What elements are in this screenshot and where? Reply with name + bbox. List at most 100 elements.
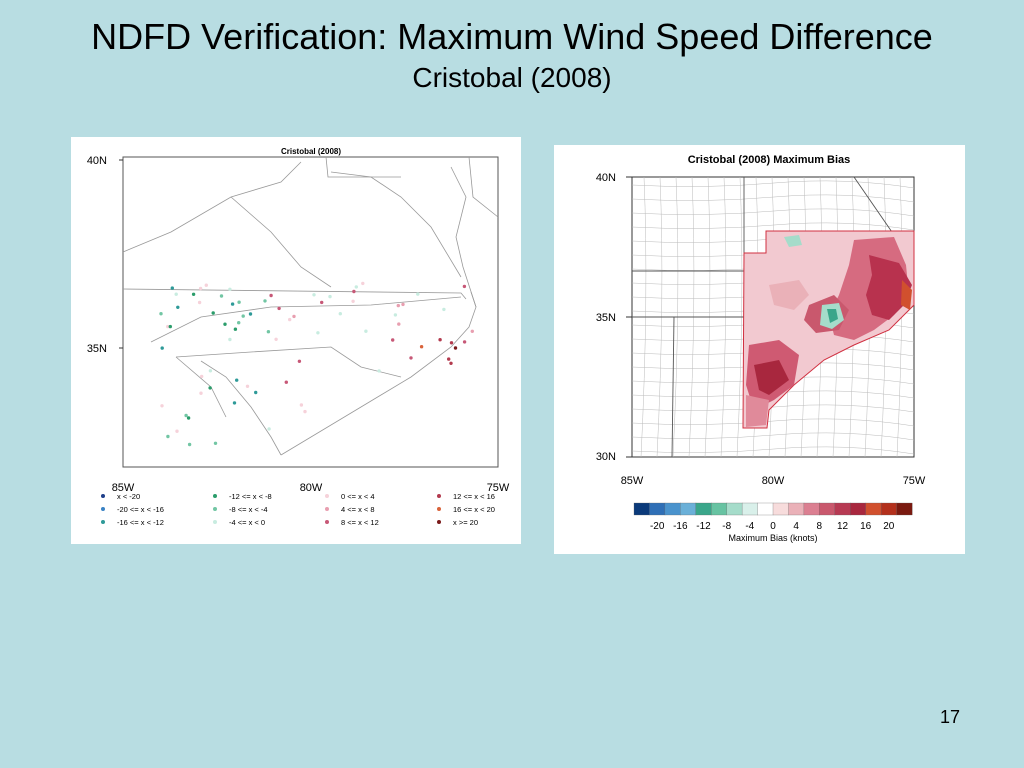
bias-map: Cristobal (2008) Maximum Bias xyxy=(596,154,926,543)
station-map-legend: x < -20 -20 <= x < -16 -16 <= x < -12 -12 <… xyxy=(101,492,495,527)
station-point xyxy=(160,404,164,408)
bias-lon-85w: 85W xyxy=(621,475,644,487)
legend-dot xyxy=(325,494,329,498)
legend-label: -4 <= x < 0 xyxy=(229,518,265,527)
station-point xyxy=(462,340,467,344)
county-line xyxy=(631,194,915,203)
station-point xyxy=(361,281,365,286)
legend-dot xyxy=(213,494,217,498)
legend-dot xyxy=(101,520,105,524)
legend-dot xyxy=(213,520,217,524)
station-point xyxy=(364,329,368,333)
colorbar-tick-labels: -20 -16 -12 -8 -4 0 4 8 12 16 20 xyxy=(650,521,895,532)
legend-dot xyxy=(101,507,105,511)
county-line xyxy=(631,404,915,413)
colorbar-tick-label: 12 xyxy=(837,521,849,532)
station-point xyxy=(354,285,358,289)
lon-label-75w: 75W xyxy=(487,482,510,494)
colorbar-swatch xyxy=(803,502,820,516)
colorbar-tick-label: -4 xyxy=(745,521,754,532)
legend-label: 0 <= x < 4 xyxy=(341,492,375,501)
lat-label-35n: 35N xyxy=(87,343,107,355)
station-points xyxy=(159,281,474,447)
station-point xyxy=(312,293,316,297)
station-point xyxy=(352,289,356,294)
county-line xyxy=(672,176,679,458)
station-point xyxy=(166,324,170,329)
station-point xyxy=(199,391,203,395)
station-point xyxy=(470,329,474,333)
county-line xyxy=(688,176,695,458)
station-point xyxy=(449,341,454,345)
station-point xyxy=(449,361,453,365)
bias-lat-30n: 30N xyxy=(596,451,616,463)
station-point xyxy=(160,346,164,350)
station-map-panel: Cristobal (2008) 40N 35N 85W 80W 75W x <… xyxy=(71,137,521,544)
station-point xyxy=(267,427,271,431)
lon-label-85w: 85W xyxy=(112,482,135,494)
station-point xyxy=(320,300,324,305)
bias-colorbar xyxy=(633,502,913,516)
station-point xyxy=(351,299,355,303)
station-point xyxy=(184,413,188,418)
colorbar-swatch xyxy=(633,502,650,516)
bias-lon-75w: 75W xyxy=(903,475,926,487)
colorbar-swatch xyxy=(880,502,897,516)
station-point xyxy=(187,442,192,447)
station-point xyxy=(168,324,172,329)
county-line xyxy=(656,176,663,458)
station-point xyxy=(219,294,224,298)
county-line xyxy=(631,446,915,455)
station-point xyxy=(198,286,203,291)
county-line xyxy=(631,418,915,427)
station-point xyxy=(237,321,241,325)
station-point xyxy=(228,337,232,342)
colorbar-tick-label: -12 xyxy=(696,521,711,532)
station-point xyxy=(397,322,401,326)
station-map-title: Cristobal (2008) xyxy=(281,147,341,156)
station-point xyxy=(416,292,420,296)
station-point xyxy=(248,312,253,316)
station-point xyxy=(297,359,302,363)
county-line xyxy=(704,176,711,458)
legend-dot xyxy=(437,507,441,511)
station-point xyxy=(186,416,191,420)
station-point xyxy=(303,409,307,414)
county-line xyxy=(631,180,915,189)
legend-label: 16 <= x < 20 xyxy=(453,505,495,514)
legend-label: x < -20 xyxy=(117,492,140,501)
legend-label: 4 <= x < 8 xyxy=(341,505,375,514)
bias-lon-80w: 80W xyxy=(762,475,785,487)
station-point xyxy=(175,429,179,433)
bias-map-title: Cristobal (2008) Maximum Bias xyxy=(688,154,851,166)
station-point xyxy=(391,338,395,342)
legend-label: -20 <= x < -16 xyxy=(117,505,164,514)
station-point xyxy=(442,307,446,312)
station-point xyxy=(401,302,405,307)
county-line xyxy=(631,432,915,441)
bias-lat-40n: 40N xyxy=(596,172,616,184)
station-point xyxy=(223,322,227,326)
station-point xyxy=(241,314,245,318)
colorbar-swatch xyxy=(772,502,789,516)
station-point xyxy=(237,300,241,304)
legend-dot xyxy=(437,520,441,524)
station-point xyxy=(174,292,178,296)
station-point xyxy=(208,386,212,390)
station-point xyxy=(191,292,196,296)
legend-dot xyxy=(437,494,441,498)
page-number: 17 xyxy=(940,707,961,727)
bias-map-panel: Cristobal (2008) Maximum Bias xyxy=(554,145,965,554)
station-point xyxy=(274,337,278,341)
legend-dot xyxy=(213,507,217,511)
colorbar-swatch xyxy=(757,502,774,516)
station-point xyxy=(338,312,342,316)
county-line xyxy=(720,176,727,458)
slide-title: NDFD Verification: Maximum Wind Speed Di… xyxy=(91,16,933,57)
colorbar-tick-label: 16 xyxy=(860,521,872,532)
colorbar-tick-label: 8 xyxy=(817,521,823,532)
colorbar-tick-label: -20 xyxy=(650,521,665,532)
station-map-frame xyxy=(122,156,499,468)
station-point xyxy=(284,380,288,384)
station-point xyxy=(393,313,398,317)
